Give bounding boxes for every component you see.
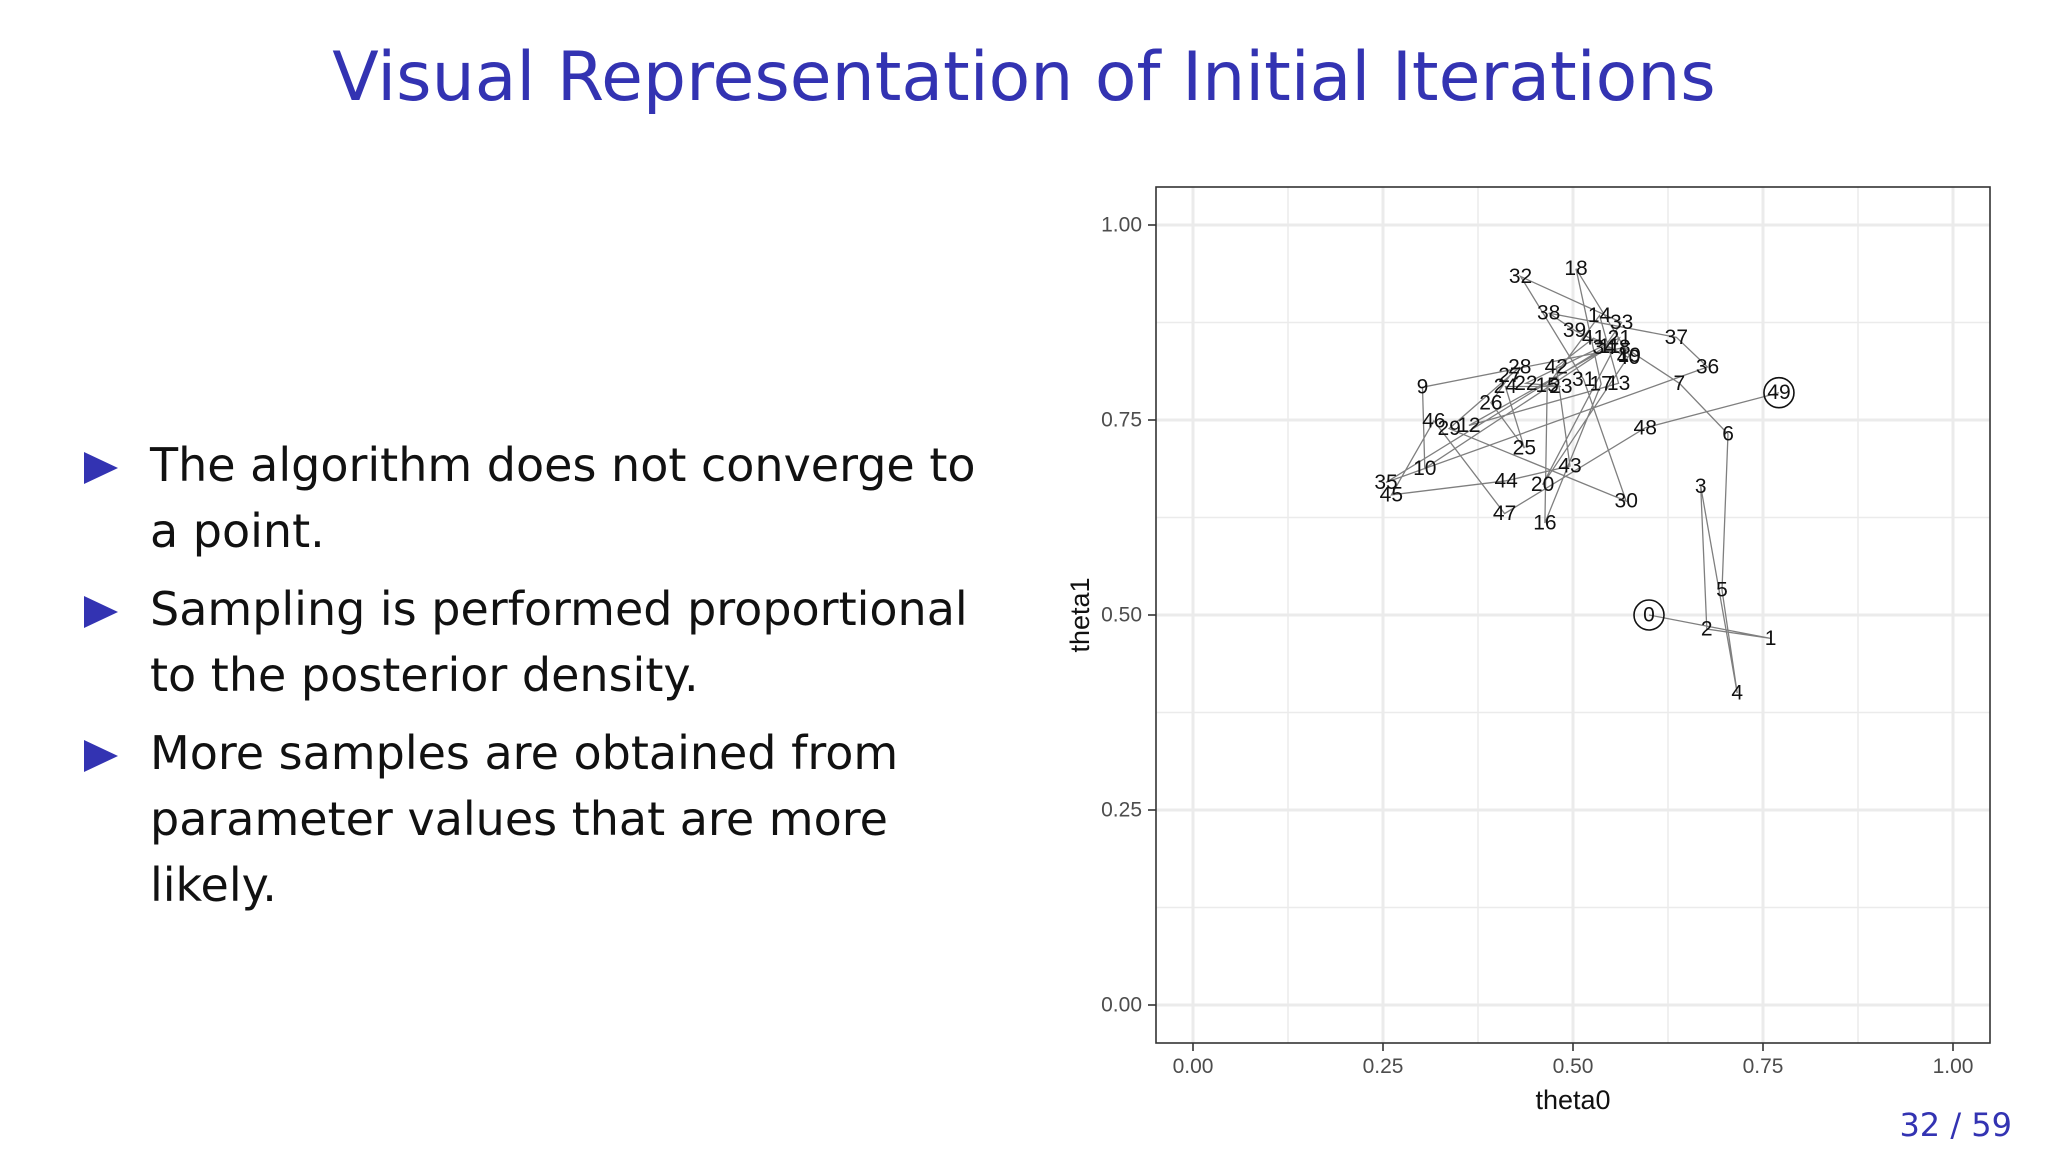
point-label: 12	[1457, 414, 1480, 437]
point-label: 1	[1765, 627, 1777, 650]
point-label: 10	[1413, 457, 1436, 480]
point-label: 29	[1437, 417, 1460, 440]
point-label: 0	[1643, 604, 1655, 627]
bullet-arrow-icon	[84, 452, 118, 484]
point-label: 5	[1716, 579, 1728, 602]
point-label: 22	[1514, 372, 1537, 395]
bullet-list: The algorithm does not converge to a poi…	[82, 432, 1012, 930]
y-axis-title: theta1	[1065, 577, 1095, 652]
page-number: 32 / 59	[1899, 1106, 2012, 1144]
x-tick-label: 1.00	[1933, 1055, 1974, 1078]
point-label: 42	[1545, 355, 1568, 378]
bullet-arrow-icon	[84, 740, 118, 772]
point-label: 3	[1695, 475, 1707, 498]
point-label: 26	[1479, 391, 1502, 414]
path-layer	[1385, 268, 1780, 694]
bullet-text: More samples are obtained from parameter…	[150, 726, 899, 912]
point-label: 28	[1508, 355, 1531, 378]
iteration-path	[1385, 268, 1780, 694]
point-label: 43	[1558, 455, 1581, 478]
x-tick-label: 0.00	[1173, 1055, 1214, 1078]
bullet-item: Sampling is performed proportional to th…	[82, 576, 1012, 708]
y-tick-label: 0.50	[1101, 604, 1142, 627]
point-label: 36	[1696, 355, 1719, 378]
highlight-circle	[1633, 599, 1665, 631]
point-label: 39	[1563, 319, 1586, 342]
point-label: 40	[1617, 346, 1640, 369]
x-tick-label: 0.75	[1743, 1055, 1784, 1078]
point-label: 46	[1422, 409, 1445, 432]
point-label: 4	[1731, 682, 1743, 705]
bullet-item: The algorithm does not converge to a poi…	[82, 432, 1012, 564]
point-label: 14	[1588, 304, 1612, 327]
point-label: 25	[1513, 437, 1536, 460]
point-label: 33	[1610, 311, 1633, 334]
grid-layer	[1156, 187, 1990, 1043]
point-label: 47	[1493, 502, 1516, 525]
y-tick-label: 0.00	[1101, 994, 1142, 1017]
point-label: 13	[1607, 372, 1630, 395]
point-label: 8	[1619, 336, 1631, 359]
point-label: 6	[1722, 423, 1734, 446]
x-axis-title: theta0	[1535, 1085, 1610, 1115]
point-label: 31	[1572, 368, 1595, 391]
bullet-arrow-icon	[84, 596, 118, 628]
point-label: 32	[1509, 265, 1532, 288]
x-tick-label: 0.25	[1363, 1055, 1404, 1078]
point-label: 2	[1701, 618, 1713, 641]
point-label: 37	[1665, 326, 1688, 349]
point-label: 11	[1599, 335, 1621, 358]
slide-title: Visual Representation of Initial Iterati…	[332, 38, 1716, 117]
axis-layer: 0.00 0.25 0.50 0.75 1.00 0.00 0.25 0.50 0.75 1.00…	[1065, 186, 1991, 1115]
point-label: 9	[1417, 376, 1429, 399]
point-label: 49	[1767, 381, 1790, 404]
bullet-text: Sampling is performed proportional to th…	[150, 582, 968, 702]
point-label: 48	[1634, 416, 1657, 439]
point-label: 18	[1564, 257, 1587, 280]
chart-container: 0 1 2 3 4 5 6 7 8 9 10 11 12 13 14 15 16 17 18 19 20 21 22 23 24…	[1050, 170, 2030, 1130]
point-label: 21	[1608, 327, 1631, 350]
point-label: 23	[1549, 375, 1572, 398]
point-label: 41	[1582, 327, 1605, 350]
point-label: 19	[1618, 344, 1641, 367]
point-label: 35	[1374, 471, 1397, 494]
bullet-item: More samples are obtained from parameter…	[82, 720, 1012, 918]
point-label: 24	[1494, 375, 1518, 398]
point-label: 30	[1615, 490, 1638, 513]
point-label: 15	[1535, 374, 1558, 397]
y-tick-label: 0.75	[1101, 409, 1142, 432]
y-tick-label: 1.00	[1101, 214, 1142, 237]
highlight-circle	[1763, 376, 1795, 409]
point-label: 17	[1589, 373, 1612, 396]
point-label: 27	[1498, 364, 1521, 387]
point-label: 20	[1531, 473, 1554, 496]
point-label: 16	[1533, 511, 1556, 534]
point-label: 34	[1592, 336, 1616, 359]
y-tick-label: 0.25	[1101, 799, 1142, 822]
point-label: 38	[1537, 302, 1560, 325]
bullet-text: The algorithm does not converge to a poi…	[150, 438, 976, 558]
point-label: 7	[1674, 372, 1686, 395]
x-tick-label: 0.50	[1553, 1055, 1594, 1078]
point-label: 45	[1380, 483, 1403, 506]
point-label: 44	[1494, 469, 1518, 492]
